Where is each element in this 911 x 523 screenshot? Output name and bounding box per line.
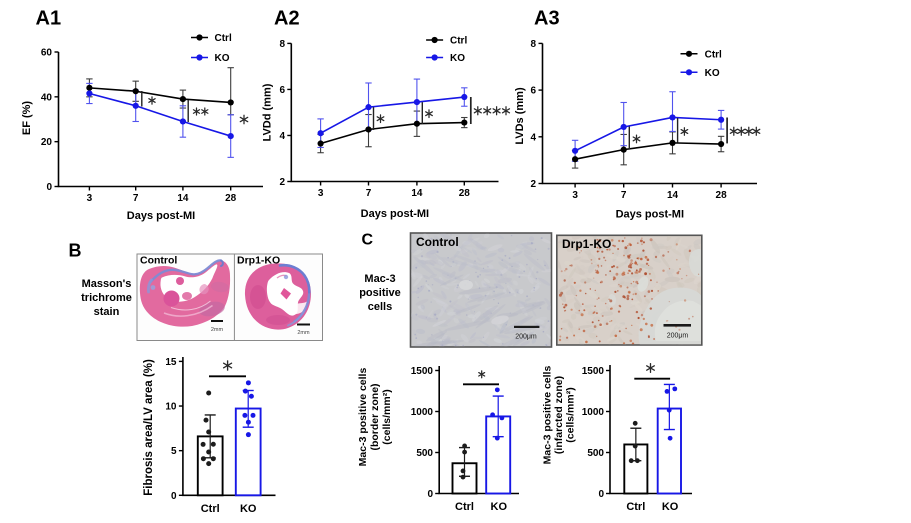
svg-text:28: 28 [716,190,728,201]
svg-text:KO: KO [491,501,508,513]
svg-text:7: 7 [366,188,372,199]
svg-text:4: 4 [279,131,285,142]
svg-text:KO: KO [240,503,257,515]
svg-text:200μm: 200μm [667,333,689,340]
svg-text:7: 7 [133,193,139,204]
svg-text:14: 14 [411,188,423,199]
svg-text:1000: 1000 [582,407,605,418]
svg-text:3: 3 [318,188,324,199]
svg-text:Ctrl: Ctrl [201,503,220,515]
svg-text:2: 2 [279,177,285,188]
svg-text:Drp1-KO: Drp1-KO [562,237,611,251]
svg-text:500: 500 [587,448,604,459]
svg-text:A1: A1 [36,7,62,29]
svg-text:KO: KO [450,53,465,64]
svg-text:5: 5 [171,446,177,457]
svg-text:14: 14 [177,193,189,204]
svg-text:2mm: 2mm [211,327,224,333]
svg-text:KO: KO [215,53,230,64]
svg-text:2mm: 2mm [297,330,310,336]
svg-text:15: 15 [165,357,177,368]
svg-text:LVDs (mm): LVDs (mm) [514,87,526,145]
svg-text:1000: 1000 [411,407,434,418]
svg-text:28: 28 [459,188,471,199]
svg-text:60: 60 [41,48,53,59]
svg-text:C: C [362,231,374,248]
svg-text:positive: positive [359,287,401,299]
svg-text:(cells/mm²): (cells/mm²) [381,389,393,444]
svg-text:A2: A2 [274,7,300,29]
svg-text:Ctrl: Ctrl [455,501,474,513]
svg-text:LVDd (mm): LVDd (mm) [262,83,274,141]
svg-text:4: 4 [530,132,536,143]
svg-text:(infarcted zone): (infarcted zone) [553,376,565,454]
svg-text:Fibrosis area/LV area (%): Fibrosis area/LV area (%) [143,359,155,496]
svg-text:KO: KO [705,68,720,79]
svg-text:6: 6 [279,85,285,96]
svg-text:3: 3 [87,193,93,204]
svg-text:0: 0 [598,489,604,500]
svg-text:Ctrl: Ctrl [450,36,467,47]
svg-text:(border zone): (border zone) [369,383,381,450]
svg-text:8: 8 [530,39,536,50]
svg-text:KO: KO [662,501,679,513]
svg-text:Control: Control [416,235,459,249]
svg-text:200μm: 200μm [515,334,537,341]
svg-text:0: 0 [46,182,52,193]
svg-text:20: 20 [41,137,53,148]
svg-text:B: B [69,240,82,260]
svg-text:7: 7 [621,190,627,201]
svg-text:Mac-3 positive cells: Mac-3 positive cells [357,368,369,467]
svg-text:2: 2 [530,179,536,190]
svg-text:Days post-MI: Days post-MI [361,208,429,220]
svg-text:(cells/mm²): (cells/mm²) [565,387,577,442]
svg-text:3: 3 [572,190,578,201]
svg-text:8: 8 [279,39,285,50]
svg-text:40: 40 [41,92,53,103]
svg-text:Ctrl: Ctrl [705,50,722,61]
svg-text:6: 6 [530,86,536,97]
svg-text:Days post-MI: Days post-MI [616,209,684,221]
svg-text:28: 28 [225,193,237,204]
svg-text:14: 14 [667,190,679,201]
svg-text:stain: stain [94,306,120,318]
svg-text:EF (%): EF (%) [21,101,33,136]
svg-text:0: 0 [171,491,177,502]
svg-text:Days post-MI: Days post-MI [127,210,195,222]
svg-text:Control: Control [140,255,177,267]
svg-text:500: 500 [416,448,433,459]
svg-text:10: 10 [165,402,177,413]
svg-text:trichrome: trichrome [81,292,132,304]
svg-text:1500: 1500 [582,366,605,377]
svg-text:Ctrl: Ctrl [215,33,232,44]
svg-text:1500: 1500 [411,366,434,377]
svg-text:Ctrl: Ctrl [626,501,645,513]
svg-text:A3: A3 [534,7,560,29]
svg-text:cells: cells [368,301,392,313]
svg-text:Mac-3 positive cells: Mac-3 positive cells [542,366,554,465]
svg-text:Masson's: Masson's [82,278,132,290]
svg-text:Mac-3: Mac-3 [364,273,395,285]
svg-text:Drp1-KO: Drp1-KO [237,255,280,267]
svg-text:0: 0 [427,489,433,500]
